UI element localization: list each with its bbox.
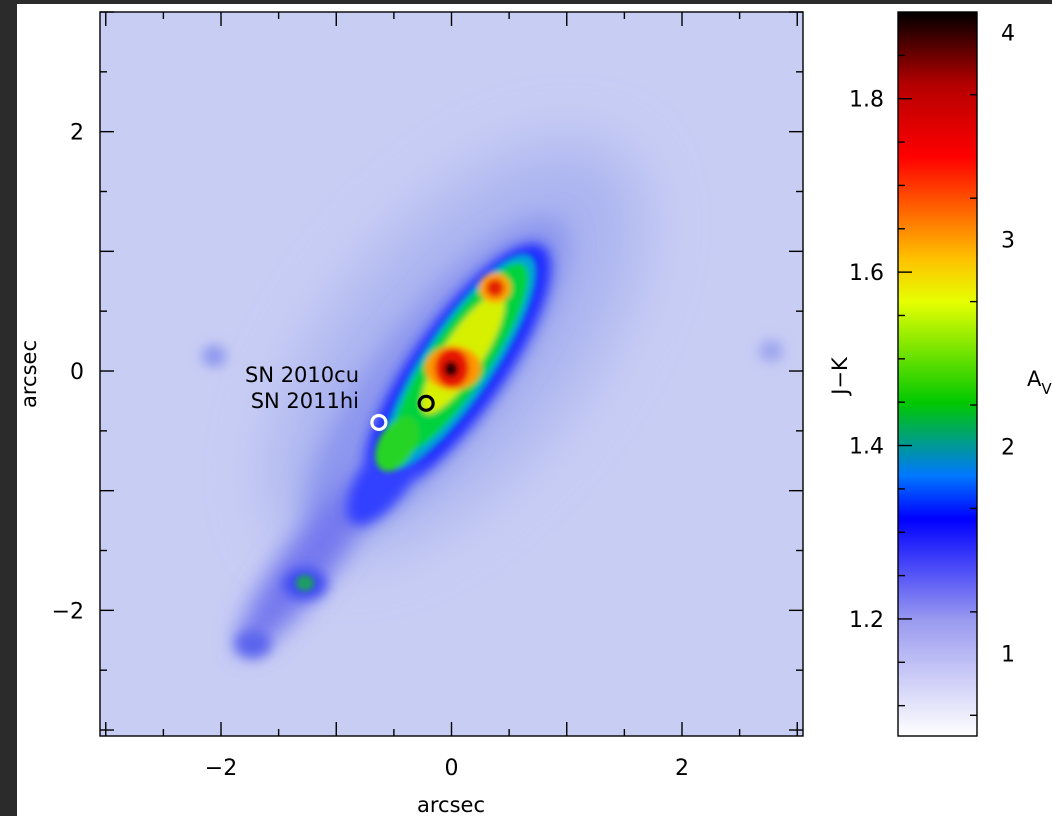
colorbar-left-tick-label: 1.2 <box>849 608 884 633</box>
arm-knot-2 <box>235 630 271 658</box>
green-tail <box>375 416 419 472</box>
arm-lower <box>237 474 377 654</box>
ne-red <box>486 279 504 297</box>
colorbar-right-ticks: 1 2 3 4 <box>970 22 1015 717</box>
colorbar-gradient <box>897 11 978 737</box>
colorbar: 1.2 1.4 1.6 1.8 1 2 3 4 J−K AV <box>828 11 1052 737</box>
colorbar-right-label-sub: V <box>1041 380 1052 398</box>
colorbar-right-tick-label: 4 <box>1001 22 1015 47</box>
colorbar-right-label: AV <box>1027 367 1052 398</box>
supernova-label: SN 2011hi <box>251 389 359 413</box>
right-spot <box>759 340 783 362</box>
x-tick-label: 2 <box>675 756 689 781</box>
y-axis-ticks: −2 0 2 <box>52 11 803 731</box>
colorbar-left-tick-label: 1.6 <box>849 261 884 286</box>
colorbar-left-tick-label: 1.4 <box>849 435 884 460</box>
colorbar-left-ticks: 1.2 1.4 1.6 1.8 <box>849 54 912 707</box>
colorbar-left-label: J−K <box>828 356 852 397</box>
colorbar-right-label-main: A <box>1027 367 1042 391</box>
color-map-image <box>100 12 803 736</box>
black-core <box>444 361 458 377</box>
colorbar-right-tick-label: 3 <box>1001 229 1015 254</box>
figure: −2 0 2 −2 0 2 SN 2010cu SN 2011hi arcsec arcs… <box>17 4 1052 816</box>
y-tick-label: −2 <box>52 599 84 624</box>
x-axis-label: arcsec <box>417 793 485 816</box>
supernova-marker <box>370 413 388 432</box>
colorbar-left-tick-label: 1.8 <box>849 88 884 113</box>
x-axis-ticks: −2 0 2 <box>105 12 798 781</box>
y-tick-label: 0 <box>70 360 84 385</box>
arm-knot-green <box>296 575 314 591</box>
supernova-label: SN 2010cu <box>245 363 359 387</box>
supernova-marker <box>417 394 435 412</box>
colorbar-right-tick-label: 2 <box>1001 435 1015 460</box>
y-axis-label: arcsec <box>17 340 41 408</box>
left-spot <box>202 345 226 367</box>
colorbar-right-tick-label: 1 <box>1001 642 1015 667</box>
y-tick-label: 2 <box>70 121 84 146</box>
x-tick-label: −2 <box>205 756 237 781</box>
x-tick-label: 0 <box>445 756 459 781</box>
